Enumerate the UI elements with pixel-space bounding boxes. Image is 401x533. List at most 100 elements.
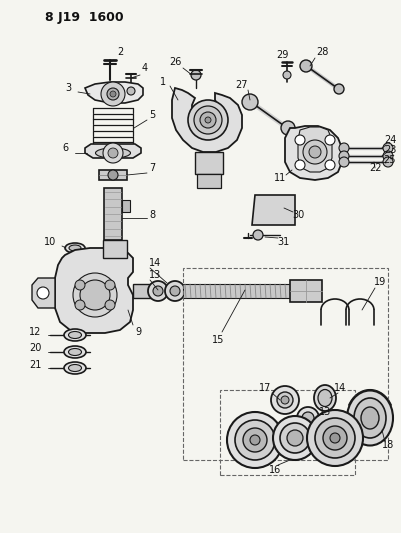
Circle shape (302, 412, 314, 424)
Text: 17: 17 (259, 383, 271, 393)
Text: 12: 12 (29, 327, 41, 337)
Bar (103, 240, 127, 258)
Circle shape (200, 112, 216, 128)
Polygon shape (32, 278, 55, 308)
Text: 27: 27 (236, 80, 248, 90)
Circle shape (75, 300, 85, 310)
Text: 3: 3 (65, 83, 71, 93)
Bar (183, 268, 388, 460)
Polygon shape (172, 88, 242, 152)
Ellipse shape (347, 391, 393, 446)
Circle shape (243, 428, 267, 452)
Circle shape (101, 82, 125, 106)
Circle shape (271, 386, 299, 414)
Circle shape (170, 286, 180, 296)
Text: 11: 11 (274, 173, 286, 183)
Text: 7: 7 (149, 163, 155, 173)
Text: 31: 31 (277, 237, 289, 247)
Circle shape (277, 392, 293, 408)
Circle shape (300, 60, 312, 72)
Circle shape (110, 91, 116, 97)
Text: 6: 6 (62, 143, 68, 153)
Bar (197, 174, 221, 188)
Circle shape (339, 151, 349, 161)
Bar (104, 188, 122, 240)
Circle shape (330, 433, 340, 443)
Circle shape (383, 157, 393, 167)
Circle shape (339, 143, 349, 153)
Circle shape (383, 143, 393, 153)
Circle shape (295, 160, 305, 170)
Text: 14: 14 (334, 383, 346, 393)
Bar (290, 280, 322, 302)
Text: 8: 8 (149, 210, 155, 220)
Polygon shape (55, 248, 133, 333)
Text: 1: 1 (160, 77, 166, 87)
Circle shape (165, 281, 185, 301)
Text: 16: 16 (269, 465, 281, 475)
Text: 30: 30 (292, 210, 304, 220)
Circle shape (148, 281, 168, 301)
Text: 14: 14 (149, 258, 161, 268)
Circle shape (339, 157, 349, 167)
Circle shape (283, 71, 291, 79)
Ellipse shape (318, 390, 332, 407)
Text: 13: 13 (319, 407, 331, 417)
Ellipse shape (65, 243, 85, 253)
Circle shape (127, 87, 135, 95)
Bar (99, 170, 127, 180)
Text: 15: 15 (212, 335, 224, 345)
Text: 9: 9 (135, 327, 141, 337)
Text: 29: 29 (276, 50, 288, 60)
Ellipse shape (69, 349, 81, 356)
Circle shape (383, 151, 393, 161)
Circle shape (280, 423, 310, 453)
Bar (220, 390, 355, 475)
Ellipse shape (95, 148, 130, 158)
Ellipse shape (64, 362, 86, 374)
Ellipse shape (354, 398, 386, 438)
Text: 26: 26 (169, 57, 181, 67)
Circle shape (281, 121, 295, 135)
Text: 2: 2 (117, 47, 123, 57)
Text: 5: 5 (149, 110, 155, 120)
Circle shape (103, 143, 123, 163)
Circle shape (108, 148, 118, 158)
Text: 20: 20 (29, 343, 41, 353)
Circle shape (108, 170, 118, 180)
Text: 21: 21 (29, 360, 41, 370)
Circle shape (295, 135, 305, 145)
Circle shape (73, 273, 117, 317)
Ellipse shape (361, 407, 379, 429)
Ellipse shape (64, 346, 86, 358)
Ellipse shape (64, 329, 86, 341)
Text: 24: 24 (384, 135, 396, 145)
Ellipse shape (69, 245, 81, 251)
Text: 18: 18 (382, 440, 394, 450)
Circle shape (334, 84, 344, 94)
Bar (122, 200, 130, 212)
Text: 28: 28 (316, 47, 328, 57)
Circle shape (205, 117, 211, 123)
Circle shape (325, 160, 335, 170)
Circle shape (273, 416, 317, 460)
Circle shape (227, 412, 283, 468)
Ellipse shape (314, 385, 336, 411)
Polygon shape (85, 144, 141, 158)
Circle shape (191, 70, 201, 80)
Polygon shape (298, 127, 332, 172)
Circle shape (307, 410, 363, 466)
Text: 4: 4 (142, 63, 148, 73)
Text: 19: 19 (374, 277, 386, 287)
Circle shape (325, 135, 335, 145)
Circle shape (235, 420, 275, 460)
Bar (195, 152, 223, 174)
Polygon shape (85, 82, 143, 103)
Text: 10: 10 (44, 237, 56, 247)
Circle shape (194, 106, 222, 134)
Circle shape (253, 230, 263, 240)
Circle shape (107, 88, 119, 100)
Text: 22: 22 (369, 163, 381, 173)
Circle shape (323, 426, 347, 450)
Bar (133, 284, 153, 298)
